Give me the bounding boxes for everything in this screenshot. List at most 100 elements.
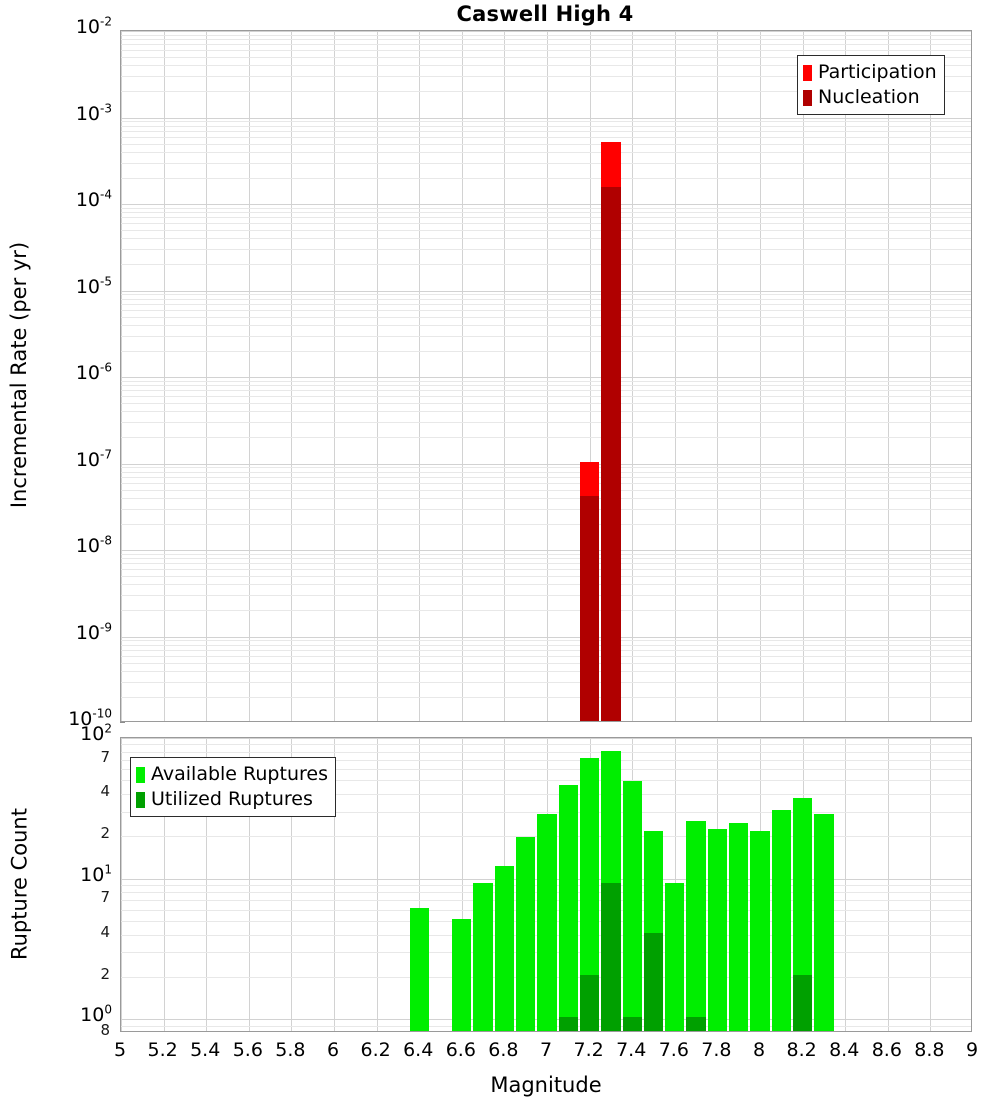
gridline-vertical: [887, 738, 889, 1031]
gridline-horizontal: [121, 403, 971, 405]
bar-available-ruptures: [622, 780, 642, 1031]
legend-label: Utilized Ruptures: [151, 788, 313, 810]
gridline-horizontal: [121, 558, 971, 560]
gridline-horizontal: [121, 238, 971, 240]
gridline-horizontal: [121, 482, 971, 484]
gridline-vertical: [632, 31, 634, 721]
x-tick-label: 8.2: [786, 1039, 817, 1061]
x-tick-label: 5.8: [275, 1039, 306, 1061]
x-tick-label: 7.6: [658, 1039, 689, 1061]
bar-nucleation: [579, 495, 600, 721]
y-tick-label-minor-bottom: 8: [100, 1021, 110, 1039]
gridline-horizontal: [121, 217, 971, 219]
gridline-horizontal: [121, 57, 971, 59]
y-tick-label-top: 10-8: [75, 533, 112, 557]
gridline-horizontal: [121, 390, 971, 392]
bar-available-ruptures: [452, 919, 472, 1031]
bar-available-ruptures: [729, 823, 749, 1031]
gridline-vertical: [760, 31, 761, 721]
gridline-horizontal: [121, 44, 971, 46]
gridline-vertical: [206, 31, 208, 721]
gridline-horizontal: [121, 489, 971, 491]
gridline-horizontal: [121, 636, 971, 638]
page-title: Caswell High 4: [456, 2, 634, 26]
gridline-horizontal: [121, 649, 971, 651]
gridline-vertical: [461, 738, 463, 1031]
gridline-horizontal: [121, 476, 971, 478]
bar-available-ruptures: [771, 809, 791, 1031]
x-tick-label: 7.4: [616, 1039, 647, 1061]
gridline-vertical: [248, 31, 250, 721]
gridline-horizontal: [121, 31, 971, 32]
y-tick-label-top: 10-2: [75, 14, 112, 38]
gridline-horizontal: [121, 324, 971, 326]
legend-item: Utilized Ruptures: [136, 787, 328, 812]
gridline-vertical: [376, 31, 378, 721]
y-tick-label-minor-bottom: 7: [100, 888, 110, 907]
gridline-vertical: [419, 738, 421, 1031]
gridline-horizontal: [121, 151, 971, 153]
gridline-vertical: [845, 738, 847, 1031]
gridline-vertical: [121, 738, 122, 1031]
bar-utilized-ruptures: [686, 1017, 706, 1031]
gridline-horizontal: [121, 39, 971, 41]
gridline-horizontal: [121, 177, 971, 179]
gridline-horizontal: [121, 655, 971, 657]
gridline-vertical: [163, 738, 165, 1031]
bar-available-ruptures: [537, 813, 557, 1031]
gridline-vertical: [887, 31, 889, 721]
legend-label: Nucleation: [818, 86, 920, 108]
x-tick-label: 6.6: [445, 1039, 476, 1061]
gridline-vertical: [547, 31, 548, 721]
legend-swatch-icon: [136, 766, 145, 783]
gridline-vertical: [121, 31, 122, 721]
gridline-horizontal: [121, 290, 971, 292]
gridline-horizontal: [121, 230, 971, 232]
gridline-horizontal: [121, 350, 971, 352]
incremental-rate-plot: [120, 30, 972, 722]
gridline-horizontal: [121, 780, 971, 782]
gridline-horizontal: [121, 610, 971, 612]
gridline-horizontal: [121, 523, 971, 525]
y-tick-mark-top: [120, 722, 125, 723]
gridline-horizontal: [121, 550, 971, 551]
gridline-horizontal: [121, 793, 971, 795]
bar-utilized-ruptures: [558, 1017, 578, 1031]
gridline-horizontal: [121, 335, 971, 337]
x-tick-label: 6.2: [360, 1039, 391, 1061]
gridline-horizontal: [121, 294, 971, 296]
legend-swatch-icon: [136, 791, 145, 808]
gridline-horizontal: [121, 249, 971, 251]
x-tick-label: 9: [965, 1039, 979, 1061]
gridline-horizontal: [121, 744, 971, 746]
legend-swatch-icon: [803, 64, 812, 81]
y-tick-label-bottom: 102: [80, 721, 112, 745]
legend-swatch-icon: [803, 89, 812, 106]
gridline-vertical: [845, 31, 847, 721]
gridline-horizontal: [121, 437, 971, 439]
gridline-horizontal: [121, 471, 971, 473]
gridline-horizontal: [121, 811, 971, 813]
y-tick-label-top: 10-5: [75, 274, 112, 298]
bar-available-ruptures: [750, 831, 770, 1031]
gridline-horizontal: [121, 76, 971, 78]
gridline-vertical: [717, 31, 719, 721]
x-tick-label: 5.4: [190, 1039, 221, 1061]
gridline-horizontal: [121, 316, 971, 318]
legend-label: Available Ruptures: [151, 763, 328, 785]
x-tick-label: 7.2: [573, 1039, 604, 1061]
x-tick-label: 5: [113, 1039, 127, 1061]
bar-utilized-ruptures: [643, 932, 664, 1031]
gridline-horizontal: [121, 497, 971, 499]
y-tick-label-top: 10-3: [75, 101, 112, 125]
gridline-horizontal: [121, 569, 971, 571]
gridline-horizontal: [121, 670, 971, 672]
gridline-vertical: [802, 31, 804, 721]
gridline-horizontal: [121, 584, 971, 586]
x-tick-label: 8.6: [871, 1039, 902, 1061]
bar-available-ruptures: [686, 820, 706, 1031]
gridline-horizontal: [121, 644, 971, 646]
gridline-vertical: [930, 31, 932, 721]
gridline-horizontal: [121, 130, 971, 132]
